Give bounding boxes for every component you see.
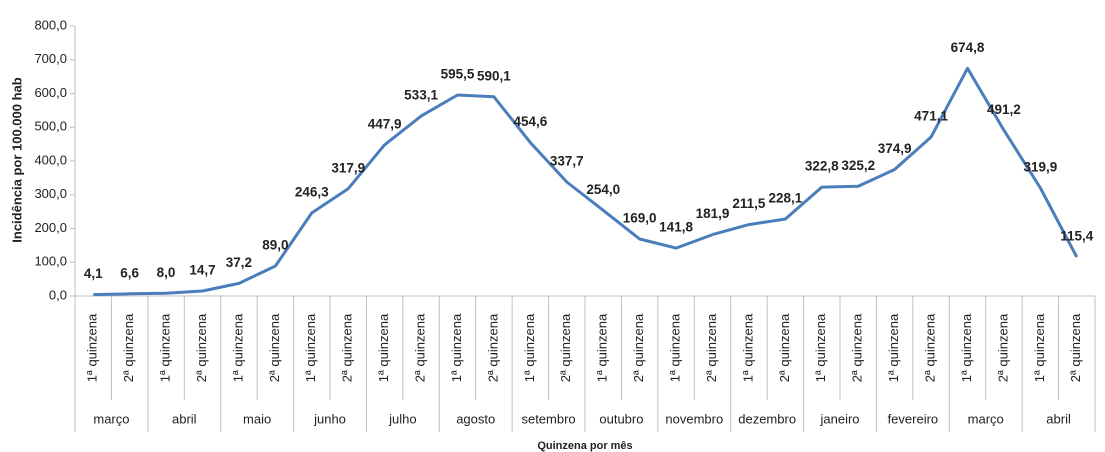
data-label: 89,0 (262, 238, 288, 253)
data-label: 169,0 (623, 211, 657, 226)
data-label: 337,7 (550, 154, 584, 169)
data-label: 14,7 (189, 263, 215, 278)
data-label: 322,8 (805, 159, 839, 174)
group-label: setembro (521, 411, 575, 426)
data-label: 325,2 (841, 158, 875, 173)
data-label: 317,9 (331, 160, 365, 175)
x-tick-label: 2ª quinzena (413, 313, 428, 382)
group-label: junho (313, 411, 346, 426)
data-label: 447,9 (368, 116, 402, 131)
data-label: 37,2 (226, 255, 252, 270)
data-label: 6,6 (120, 265, 139, 280)
data-label: 590,1 (477, 68, 511, 83)
x-tick-label: 2ª quinzena (923, 313, 938, 382)
group-label: outubro (599, 411, 643, 426)
x-tick-label: 1ª quinzena (813, 313, 828, 382)
y-tick-label: 100,0 (34, 254, 67, 269)
x-tick-label: 2ª quinzena (121, 313, 136, 382)
x-tick-label: 2ª quinzena (340, 313, 355, 382)
y-tick-label: 800,0 (34, 17, 67, 32)
group-label: dezembro (738, 411, 796, 426)
y-tick-label: 300,0 (34, 186, 67, 201)
data-label: 181,9 (696, 206, 730, 221)
x-tick-label: 1ª quinzena (740, 313, 755, 382)
x-tick-label: 1ª quinzena (886, 313, 901, 382)
x-tick-label: 2ª quinzena (850, 313, 865, 382)
data-label: 374,9 (878, 141, 912, 156)
group-label: fevereiro (888, 411, 939, 426)
x-axis-title: Quinzena por mês (537, 440, 632, 452)
data-label: 595,5 (441, 67, 475, 82)
x-tick-label: 2ª quinzena (777, 313, 792, 382)
data-label: 491,2 (987, 102, 1021, 117)
group-label: julho (388, 411, 416, 426)
y-tick-label: 200,0 (34, 220, 67, 235)
x-tick-label: 1ª quinzena (595, 313, 610, 382)
group-label: maio (243, 411, 271, 426)
x-tick-label: 1ª quinzena (1032, 313, 1047, 382)
data-label: 674,8 (951, 40, 985, 55)
data-label: 246,3 (295, 184, 329, 199)
x-tick-label: 2ª quinzena (267, 313, 282, 382)
x-tick-label: 1ª quinzena (376, 313, 391, 382)
x-tick-label: 2ª quinzena (1068, 313, 1083, 382)
x-tick-label: 1ª quinzena (668, 313, 683, 382)
data-label: 454,6 (513, 114, 547, 129)
data-label: 115,4 (1060, 229, 1094, 244)
x-tick-label: 1ª quinzena (85, 313, 100, 382)
data-label: 254,0 (586, 182, 620, 197)
data-label: 533,1 (404, 88, 438, 103)
group-label: novembro (665, 411, 723, 426)
group-label: janeiro (819, 411, 859, 426)
x-tick-label: 1ª quinzena (230, 313, 245, 382)
group-label: abril (1046, 411, 1071, 426)
data-label: 141,8 (659, 220, 693, 235)
data-line (93, 66, 1079, 297)
x-tick-label: 2ª quinzena (631, 313, 646, 382)
y-tick-label: 400,0 (34, 152, 67, 167)
data-label: 319,9 (1023, 160, 1057, 175)
x-tick-label: 1ª quinzena (522, 313, 537, 382)
x-tick-label: 1ª quinzena (303, 313, 318, 382)
data-label: 4,1 (84, 266, 103, 281)
data-label: 471,1 (914, 109, 948, 124)
x-tick-label: 1ª quinzena (158, 313, 173, 382)
y-tick-label: 700,0 (34, 51, 67, 66)
group-label: agosto (456, 411, 495, 426)
group-label: março (968, 411, 1004, 426)
y-tick-label: 0,0 (49, 287, 67, 302)
x-tick-label: 1ª quinzena (959, 313, 974, 382)
group-label: março (93, 411, 129, 426)
data-label: 211,5 (732, 196, 766, 211)
x-tick-label: 1ª quinzena (449, 313, 464, 382)
x-tick-label: 2ª quinzena (704, 313, 719, 382)
x-tick-label: 2ª quinzena (194, 313, 209, 382)
data-label: 8,0 (157, 265, 176, 280)
group-label: abril (172, 411, 197, 426)
x-tick-label: 2ª quinzena (485, 313, 500, 382)
y-axis-title: Incidência por 100.000 hab (9, 77, 24, 243)
data-label: 228,1 (768, 191, 802, 206)
y-tick-label: 500,0 (34, 119, 67, 134)
y-tick-label: 600,0 (34, 85, 67, 100)
x-tick-label: 2ª quinzena (995, 313, 1010, 382)
x-tick-label: 2ª quinzena (558, 313, 573, 382)
